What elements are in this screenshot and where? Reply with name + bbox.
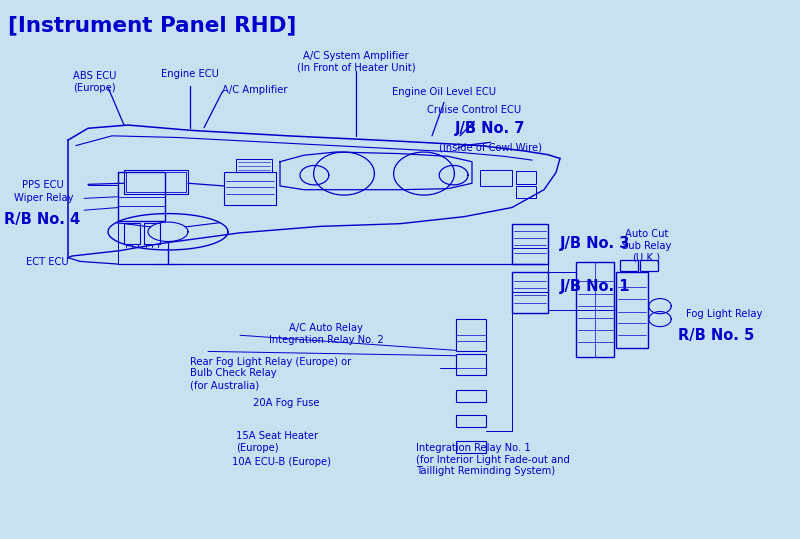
Text: A/C Auto Relay
Integration Relay No. 2: A/C Auto Relay Integration Relay No. 2 bbox=[269, 323, 384, 345]
Text: Cruise Control ECU: Cruise Control ECU bbox=[427, 105, 522, 115]
Text: Auto Cut
Sub Relay
(U.K.): Auto Cut Sub Relay (U.K.) bbox=[622, 229, 671, 262]
Bar bbox=[124, 170, 188, 194]
Text: Fog Light Relay: Fog Light Relay bbox=[686, 309, 762, 319]
Text: Wiper Relay: Wiper Relay bbox=[14, 194, 74, 203]
Bar bbox=[516, 171, 536, 184]
Bar bbox=[512, 224, 548, 264]
Bar bbox=[456, 390, 486, 402]
Bar bbox=[126, 172, 186, 192]
Bar bbox=[456, 441, 486, 453]
Text: Integration Relay No. 1
(for Interior Light Fade-out and
Taillight Reminding Sys: Integration Relay No. 1 (for Interior Li… bbox=[416, 443, 570, 476]
Text: R/B No. 4: R/B No. 4 bbox=[4, 212, 80, 227]
Text: Engine Oil Level ECU: Engine Oil Level ECU bbox=[392, 87, 496, 98]
Text: 15A Seat Heater
(Europe): 15A Seat Heater (Europe) bbox=[236, 431, 318, 453]
Text: [Instrument Panel RHD]: [Instrument Panel RHD] bbox=[8, 15, 296, 35]
Text: Engine ECU: Engine ECU bbox=[161, 69, 218, 79]
Text: R/B No. 5: R/B No. 5 bbox=[678, 328, 754, 343]
Bar bbox=[512, 272, 548, 313]
Bar bbox=[480, 170, 512, 186]
Text: 20A Fog Fuse: 20A Fog Fuse bbox=[253, 398, 319, 408]
Bar bbox=[224, 172, 276, 205]
Text: J/B No. 7: J/B No. 7 bbox=[455, 121, 526, 136]
Text: A/C Amplifier: A/C Amplifier bbox=[222, 85, 288, 95]
Bar bbox=[576, 262, 614, 357]
Bar bbox=[144, 223, 160, 244]
Text: A/C System Amplifier
(In Front of Heater Unit): A/C System Amplifier (In Front of Heater… bbox=[297, 51, 415, 73]
Text: (Inside of Cowl Wire): (Inside of Cowl Wire) bbox=[439, 142, 542, 153]
Text: J/B No. 3: J/B No. 3 bbox=[560, 236, 630, 251]
Text: J/B No. 1: J/B No. 1 bbox=[560, 279, 630, 294]
Bar bbox=[616, 272, 648, 348]
Text: ABS ECU
(Europe): ABS ECU (Europe) bbox=[73, 71, 116, 93]
Bar bbox=[456, 319, 486, 351]
Bar bbox=[640, 260, 658, 271]
Bar bbox=[124, 223, 140, 244]
Bar bbox=[456, 415, 486, 427]
Text: Rear Fog Light Relay (Europe) or
Bulb Check Relay
(for Australia): Rear Fog Light Relay (Europe) or Bulb Ch… bbox=[190, 357, 352, 390]
Bar bbox=[118, 172, 165, 221]
Bar bbox=[236, 159, 272, 172]
Text: PPS ECU: PPS ECU bbox=[22, 180, 64, 190]
Bar bbox=[620, 260, 638, 271]
Bar bbox=[456, 354, 486, 375]
Text: 10A ECU-B (Europe): 10A ECU-B (Europe) bbox=[232, 458, 331, 467]
Bar bbox=[516, 186, 536, 198]
Text: ECT ECU: ECT ECU bbox=[26, 258, 68, 267]
